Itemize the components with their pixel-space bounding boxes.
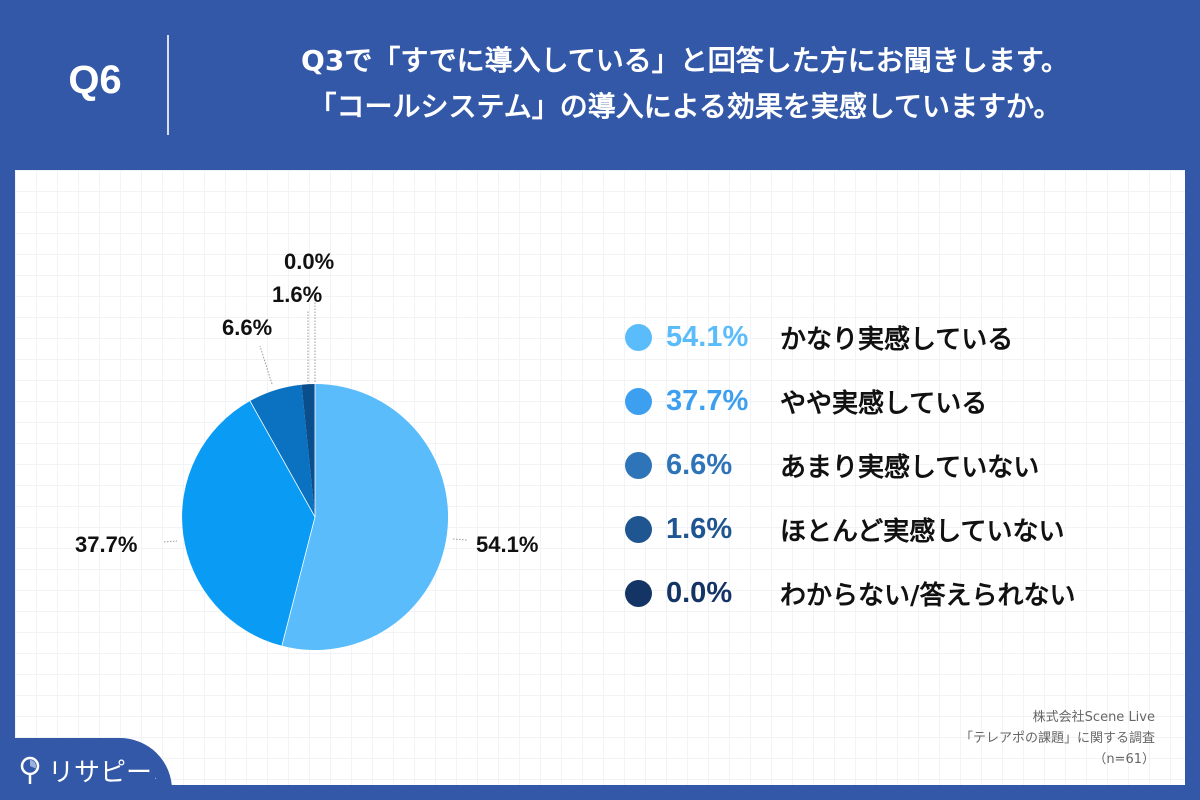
legend-dot-icon <box>625 579 652 607</box>
legend-label: わからない/答えられない <box>780 580 1076 611</box>
pie-chart: 54.1% 37.7% 6.6% 1.6% 0.0% <box>15 170 615 785</box>
slice-separator <box>281 516 316 646</box>
question-number: Q6 <box>68 58 122 102</box>
logo-tab <box>0 738 172 800</box>
legend-label: あまり実感していない <box>780 452 1040 483</box>
source-note: 株式会社Scene Live 「テレアポの課題」に関する調査 （n=61） <box>960 707 1155 770</box>
legend-label: かなり実感している <box>780 324 1014 355</box>
pie-slice-amari[interactable] <box>250 384 315 517</box>
legend-item: 37.7% やや実感している <box>625 369 1076 433</box>
pie-slices <box>182 384 449 650</box>
legend-dot-icon <box>625 387 652 415</box>
legend-dot-icon <box>625 515 652 543</box>
pie-label-54: 54.1% <box>476 532 539 557</box>
legend-label: ほとんど実感していない <box>780 516 1065 547</box>
legend-pct: 1.6% <box>666 512 733 545</box>
legend: 54.1% かなり実感している 37.7% やや実感している 6.6% あまり実… <box>625 305 1076 625</box>
legend-pct: 0.0% <box>666 576 733 609</box>
question-title: Q3で「すでに導入している」と回答した方にお聞きします。 「コールシステム」の導… <box>190 38 1180 130</box>
slice-separator <box>249 400 316 518</box>
legend-label: やや実感している <box>780 388 988 419</box>
pie-label-37: 37.7% <box>75 532 138 557</box>
header: Q6 Q3で「すでに導入している」と回答した方にお聞きします。 「コールシステム… <box>0 0 1200 170</box>
legend-dot-icon <box>625 323 652 351</box>
logo-dot: . <box>154 771 158 782</box>
legend-item: 54.1% かなり実感している <box>625 305 1076 369</box>
pie-slice-hotondo[interactable] <box>301 384 315 517</box>
header-divider <box>167 35 169 135</box>
pie-label-6: 6.6% <box>222 315 273 340</box>
pie-label-0: 0.0% <box>284 249 335 274</box>
question-title-line1: Q3で「すでに導入している」と回答した方にお聞きします。 <box>301 44 1069 77</box>
legend-pct: 6.6% <box>666 448 733 481</box>
legend-dot-icon <box>625 451 652 479</box>
pie-slice-kanari[interactable] <box>281 384 449 650</box>
source-company: 株式会社Scene Live <box>1032 710 1155 725</box>
source-sample-size: （n=61） <box>1093 752 1155 767</box>
source-survey: 「テレアポの課題」に関する調査 <box>959 731 1155 746</box>
legend-pct: 37.7% <box>666 384 749 417</box>
pin-icon <box>20 756 40 784</box>
legend-item: 1.6% ほとんど実感していない <box>625 497 1076 561</box>
pie-slice-yaya[interactable] <box>182 401 315 646</box>
legend-pct: 54.1% <box>666 320 749 353</box>
logo: リサピー . <box>20 752 157 789</box>
legend-item: 6.6% あまり実感していない <box>625 433 1076 497</box>
logo-text: リサピー <box>48 758 153 788</box>
pie-label-1: 1.6% <box>272 282 323 307</box>
legend-item: 0.0% わからない/答えられない <box>625 561 1076 625</box>
question-title-line2: 「コールシステム」の導入による効果を実感していますか。 <box>308 90 1062 123</box>
chart-panel: 54.1% 37.7% 6.6% 1.6% 0.0% 54.1% かなり実感して… <box>15 170 1185 785</box>
pie-chart-svg <box>163 300 468 650</box>
leader-lines <box>163 300 468 543</box>
